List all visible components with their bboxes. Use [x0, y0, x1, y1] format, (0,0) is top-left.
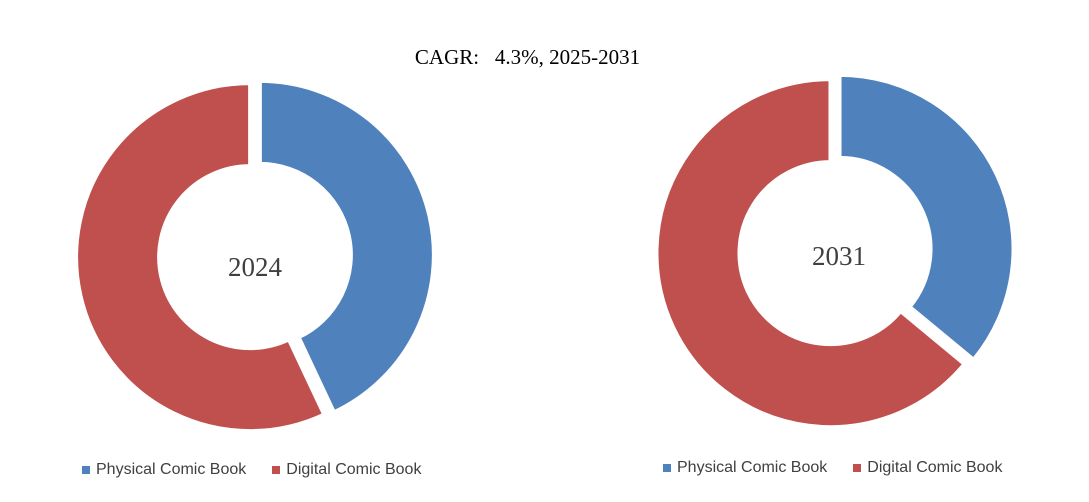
- legend-swatch-digital: [272, 466, 281, 474]
- legend-swatch-physical: [82, 466, 90, 474]
- legend-label-physical: Physical Comic Book: [677, 459, 828, 476]
- slice-physical-2031: [837, 72, 1016, 363]
- donut-chart-2031: 2031: [654, 72, 1016, 430]
- cagr-label: CAGR:: [414, 45, 480, 69]
- legend-item-digital: Digital Comic Book: [853, 459, 1002, 477]
- cagr-title: CAGR: 4.3%, 2025-2031: [0, 45, 1055, 70]
- slice-digital-2024: [74, 81, 327, 434]
- slice-digital-2031: [654, 77, 968, 430]
- legend-label-digital: Digital Comic Book: [867, 459, 1003, 476]
- donut-chart-2024: 2024: [74, 78, 436, 434]
- legend-item-digital: Digital Comic Book: [272, 461, 421, 479]
- slice-physical-2024: [257, 78, 436, 416]
- center-label-2024: 2024: [228, 252, 283, 282]
- legend-2024: Physical Comic Book Digital Comic Book: [82, 461, 421, 479]
- legend-swatch-digital: [853, 464, 862, 472]
- legend-label-physical: Physical Comic Book: [96, 461, 247, 478]
- legend-swatch-physical: [663, 464, 671, 472]
- center-label-2031: 2031: [812, 241, 866, 271]
- legend-item-physical: Physical Comic Book: [663, 459, 827, 477]
- legend-label-digital: Digital Comic Book: [286, 461, 422, 478]
- legend-2031: Physical Comic Book Digital Comic Book: [663, 459, 1002, 477]
- cagr-value: 4.3%, 2025-2031: [494, 45, 641, 69]
- legend-item-physical: Physical Comic Book: [82, 461, 246, 479]
